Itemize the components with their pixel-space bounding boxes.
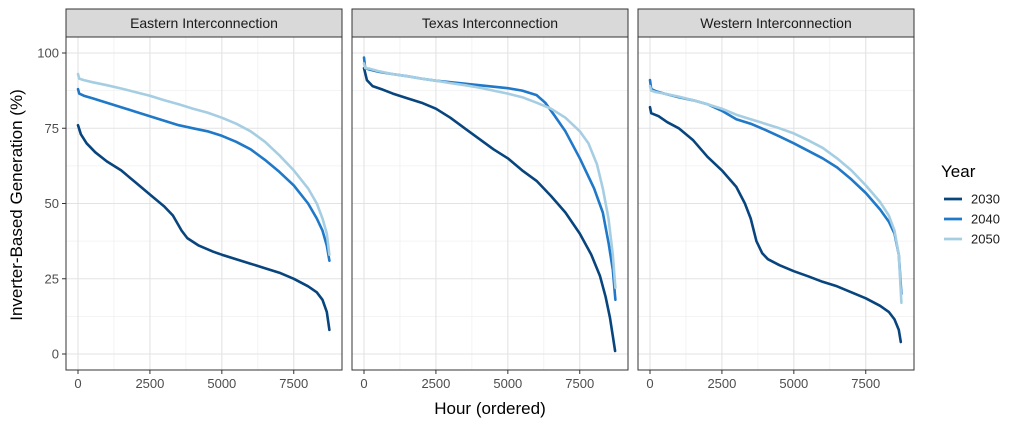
x-tick-label: 7500	[565, 376, 594, 391]
panel-strip	[351, 8, 629, 38]
x-tick-label: 0	[74, 376, 81, 391]
legend-label: 2050	[971, 232, 1000, 247]
x-axis: 0 2500 5000 7500 0 2500 5000 7500 0 2500 5000 7500	[74, 370, 880, 391]
y-axis: 0 25 50 75 100	[37, 46, 66, 362]
gridlines	[66, 37, 342, 370]
legend-item-2050: 2050	[944, 232, 1000, 247]
gridlines	[638, 37, 914, 370]
legend: Year 2030 2040 2050	[941, 162, 1000, 247]
panel-1: Eastern Interconnection	[65, 8, 343, 371]
series-line-2030	[648, 105, 903, 344]
x-tick-label: 2500	[707, 376, 736, 391]
x-tick-label: 7500	[279, 376, 308, 391]
panel-3: Western Interconnection	[637, 8, 915, 371]
panel-title: Western Interconnection	[700, 15, 852, 31]
legend-title: Year	[941, 162, 976, 181]
y-tick-label: 25	[45, 271, 59, 286]
y-tick-label: 75	[45, 121, 59, 136]
x-axis-title: Hour (ordered)	[434, 399, 546, 418]
legend-label: 2040	[971, 212, 1000, 227]
series-line-2040	[76, 87, 331, 262]
x-tick-label: 2500	[135, 376, 164, 391]
panel-title: Eastern Interconnection	[130, 15, 278, 31]
legend-item-2040: 2040	[944, 212, 1000, 227]
x-tick-label: 2500	[421, 376, 450, 391]
series-line-2050	[76, 72, 331, 256]
x-tick-label: 5000	[779, 376, 808, 391]
panels: Eastern Interconnection Texas Interconnec…	[65, 8, 915, 371]
panel-border	[637, 36, 915, 371]
y-tick-label: 50	[45, 196, 59, 211]
x-tick-label: 5000	[493, 376, 522, 391]
panel-2: Texas Interconnection	[351, 8, 629, 371]
series-line-2030	[76, 123, 331, 332]
legend-label: 2030	[971, 192, 1000, 207]
x-tick-label: 0	[360, 376, 367, 391]
panel-strip	[637, 8, 915, 38]
series-line-2050	[648, 84, 903, 305]
series-line-2030	[362, 66, 617, 353]
y-axis-title: Inverter-Based Generation (%)	[7, 89, 26, 321]
x-tick-label: 5000	[207, 376, 236, 391]
panel-border	[351, 36, 629, 371]
panel-title: Texas Interconnection	[422, 15, 558, 31]
legend-item-2030: 2030	[944, 192, 1000, 207]
y-tick-label: 0	[52, 347, 59, 362]
panel-strip	[65, 8, 343, 38]
x-tick-label: 0	[646, 376, 653, 391]
series-line-2050	[362, 62, 617, 290]
y-tick-label: 100	[37, 46, 59, 61]
x-tick-label: 7500	[851, 376, 880, 391]
